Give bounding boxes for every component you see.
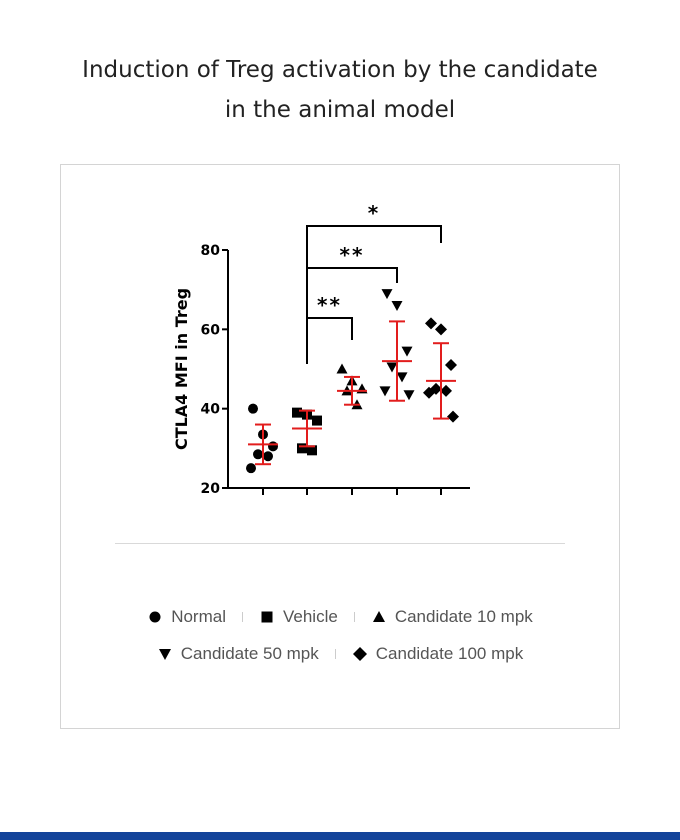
legend-label: Candidate 100 mpk [375, 644, 524, 663]
y-tick-label: 80 [201, 243, 221, 259]
y-axis-label: CTLA4 MFI in Treg [172, 288, 191, 450]
significance-label: ** [317, 293, 342, 317]
significance-label: * [368, 201, 380, 225]
title-line-2: in the animal model [224, 97, 456, 123]
legend-label: Normal [171, 607, 226, 626]
data-point [423, 386, 435, 399]
legend-separator [334, 649, 336, 659]
data-point [425, 317, 437, 330]
data-point [263, 451, 273, 462]
data-point [297, 443, 307, 454]
legend-separator [241, 612, 243, 622]
legend-divider [115, 543, 565, 544]
legend-item-candidate-100: Candidate 100 mpk [352, 644, 523, 664]
triangle-down-icon [158, 649, 171, 660]
data-point [292, 407, 302, 418]
bottom-accent-bar [0, 832, 680, 840]
data-point [391, 301, 403, 312]
data-point [356, 383, 368, 394]
data-point [447, 410, 459, 423]
data-point [396, 372, 408, 383]
triangle-up-icon [372, 611, 385, 622]
data-point [312, 415, 322, 426]
y-tick-label: 20 [201, 481, 221, 497]
data-point [379, 386, 391, 397]
legend-item-candidate-10: Candidate 10 mpk [371, 607, 533, 627]
legend-item-vehicle: Vehicle [259, 607, 338, 627]
data-point [381, 289, 393, 300]
data-point [307, 445, 317, 456]
significance-label: ** [340, 243, 365, 267]
data-point [386, 362, 398, 373]
page-title: Induction of Treg activation by the cand… [0, 50, 680, 130]
data-point [336, 363, 348, 374]
legend-row-1: Normal Vehicle Candidate 10 mpk [0, 605, 680, 629]
title-line-1: Induction of Treg activation by the cand… [82, 57, 598, 83]
data-point [268, 441, 278, 452]
chart-card [60, 164, 620, 729]
data-point [403, 390, 415, 401]
significance-bracket [306, 317, 353, 364]
circle-icon [149, 611, 161, 623]
legend-item-candidate-50: Candidate 50 mpk [157, 644, 319, 664]
legend-item-normal: Normal [147, 607, 226, 627]
data-point [445, 359, 457, 372]
data-point [440, 384, 452, 397]
data-point [435, 323, 447, 336]
legend-row-2: Candidate 50 mpk Candidate 100 mpk [0, 642, 680, 666]
significance-bracket [306, 225, 442, 364]
data-point [253, 449, 263, 460]
legend-label: Candidate 50 mpk [180, 644, 319, 663]
legend-label: Candidate 10 mpk [394, 607, 533, 626]
legend-label: Vehicle [282, 607, 338, 626]
legend-separator [353, 612, 355, 622]
y-tick-label: 60 [201, 322, 221, 338]
data-point [248, 403, 258, 414]
diamond-icon [352, 647, 367, 661]
square-icon [261, 611, 273, 623]
y-tick-label: 40 [201, 402, 221, 418]
data-point [246, 463, 256, 474]
data-point [401, 346, 413, 357]
